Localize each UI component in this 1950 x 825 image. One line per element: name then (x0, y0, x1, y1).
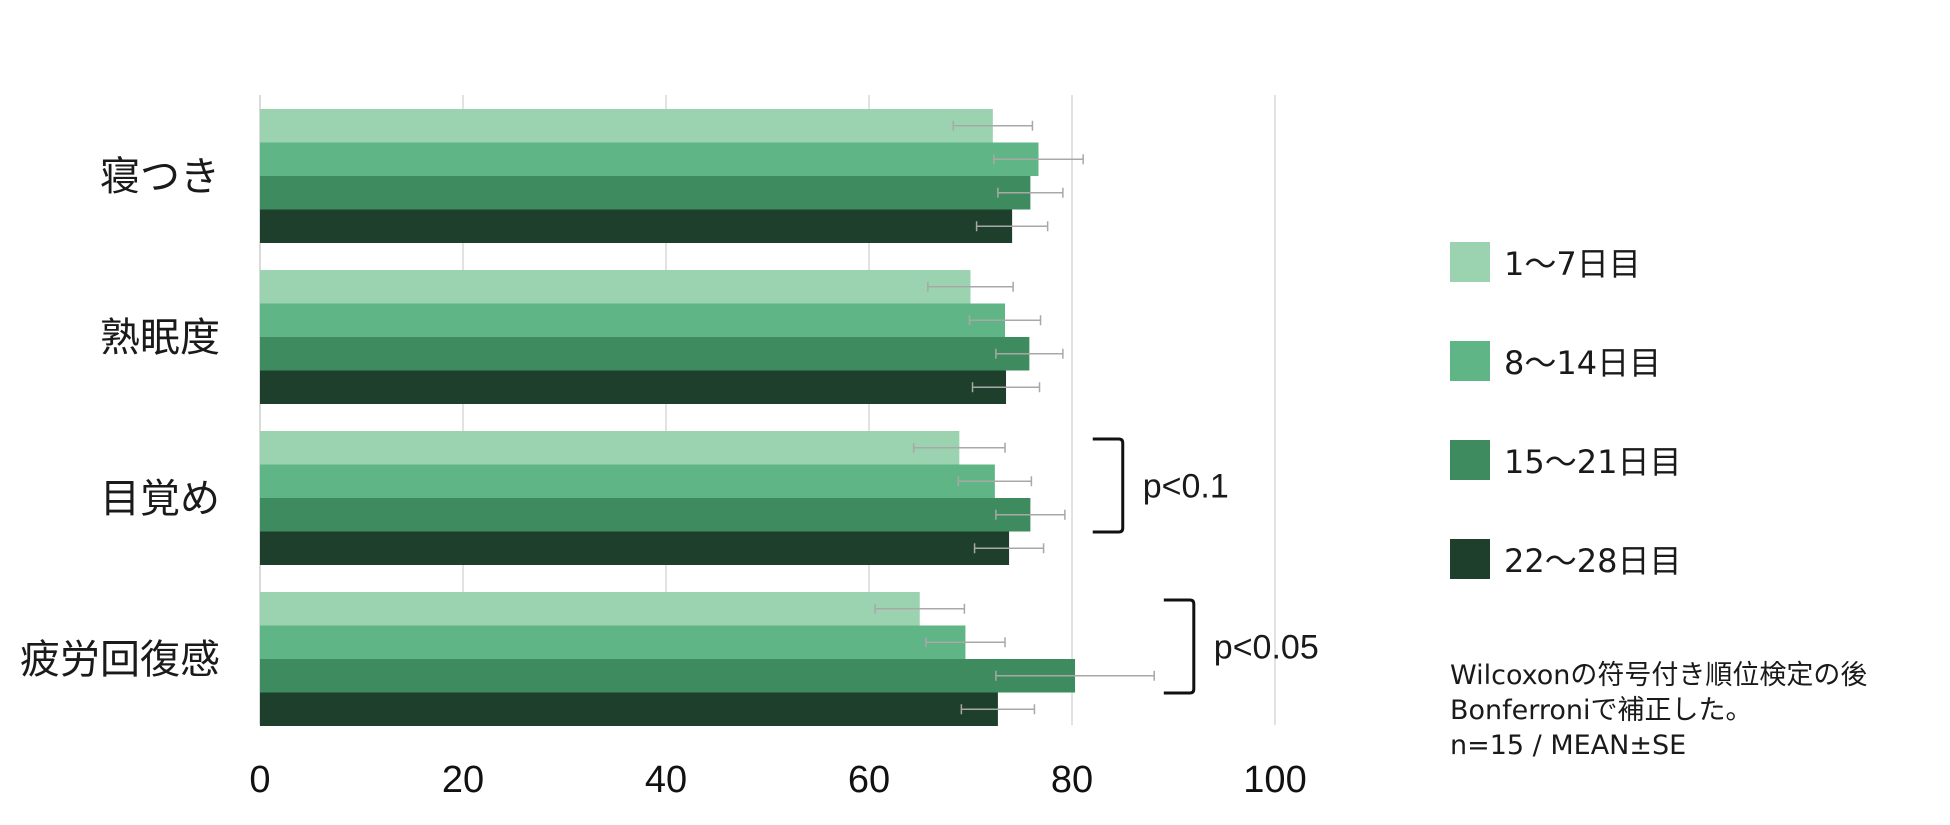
x-tick-label-100: 100 (1243, 759, 1306, 801)
statistics-note: Wilcoxonの符号付き順位検定の後 Bonferroniで補正した。 n=1… (1450, 658, 1867, 763)
bar-1-4 (260, 209, 1013, 243)
legend-swatch-2 (1450, 341, 1490, 381)
legend: 1〜7日目 8〜14日目 15〜21日目 22〜28日目 (1450, 238, 1681, 634)
bar-4-2 (260, 625, 966, 659)
bar-3-1 (260, 431, 960, 465)
bar-2-2 (260, 303, 1006, 337)
bar-2-1 (260, 270, 971, 304)
x-tick-label-0: 0 (249, 759, 270, 801)
category-label-3: 目覚め (100, 476, 220, 522)
legend-label-2: 8〜14日目 (1504, 344, 1662, 382)
category-label-2: 熟眠度 (100, 315, 220, 361)
legend-item-1: 1〜7日目 (1450, 238, 1681, 286)
x-tick-label-40: 40 (645, 759, 687, 801)
bar-1-3 (260, 176, 1031, 210)
significance-bracket-1 (1092, 437, 1125, 534)
legend-label-3: 15〜21日目 (1504, 443, 1682, 481)
legend-swatch-4 (1450, 539, 1490, 579)
bar-1-2 (260, 142, 1039, 176)
bar-3-4 (260, 531, 1010, 565)
bar-4-1 (260, 592, 920, 626)
significance-label-2: p<0.05 (1214, 629, 1319, 667)
bar-2-3 (260, 337, 1030, 371)
significance-label-1: p<0.1 (1143, 468, 1229, 506)
legend-label-1: 1〜7日目 (1504, 245, 1641, 283)
x-tick-label-60: 60 (848, 759, 890, 801)
x-tick-label-80: 80 (1051, 759, 1093, 801)
note-line-3: n=15 / MEAN±SE (1450, 730, 1687, 761)
x-tick-label-20: 20 (442, 759, 484, 801)
category-label-1: 寝つき (100, 154, 220, 200)
bar-4-3 (260, 659, 1076, 693)
legend-item-4: 22〜28日目 (1450, 535, 1681, 583)
note-line-2: Bonferroniで補正した。 (1450, 695, 1753, 726)
bar-4-4 (260, 692, 998, 726)
legend-label-4: 22〜28日目 (1504, 542, 1682, 580)
bar-3-2 (260, 464, 995, 498)
bar-1-1 (260, 109, 993, 143)
bar-3-3 (260, 498, 1031, 532)
significance-bracket-2 (1163, 598, 1196, 695)
note-line-1: Wilcoxonの符号付き順位検定の後 (1450, 660, 1868, 691)
legend-swatch-3 (1450, 440, 1490, 480)
category-label-4: 疲労回復感 (20, 637, 220, 683)
bar-2-4 (260, 370, 1007, 404)
legend-item-3: 15〜21日目 (1450, 436, 1681, 484)
legend-item-2: 8〜14日目 (1450, 337, 1681, 385)
legend-swatch-1 (1450, 242, 1490, 282)
